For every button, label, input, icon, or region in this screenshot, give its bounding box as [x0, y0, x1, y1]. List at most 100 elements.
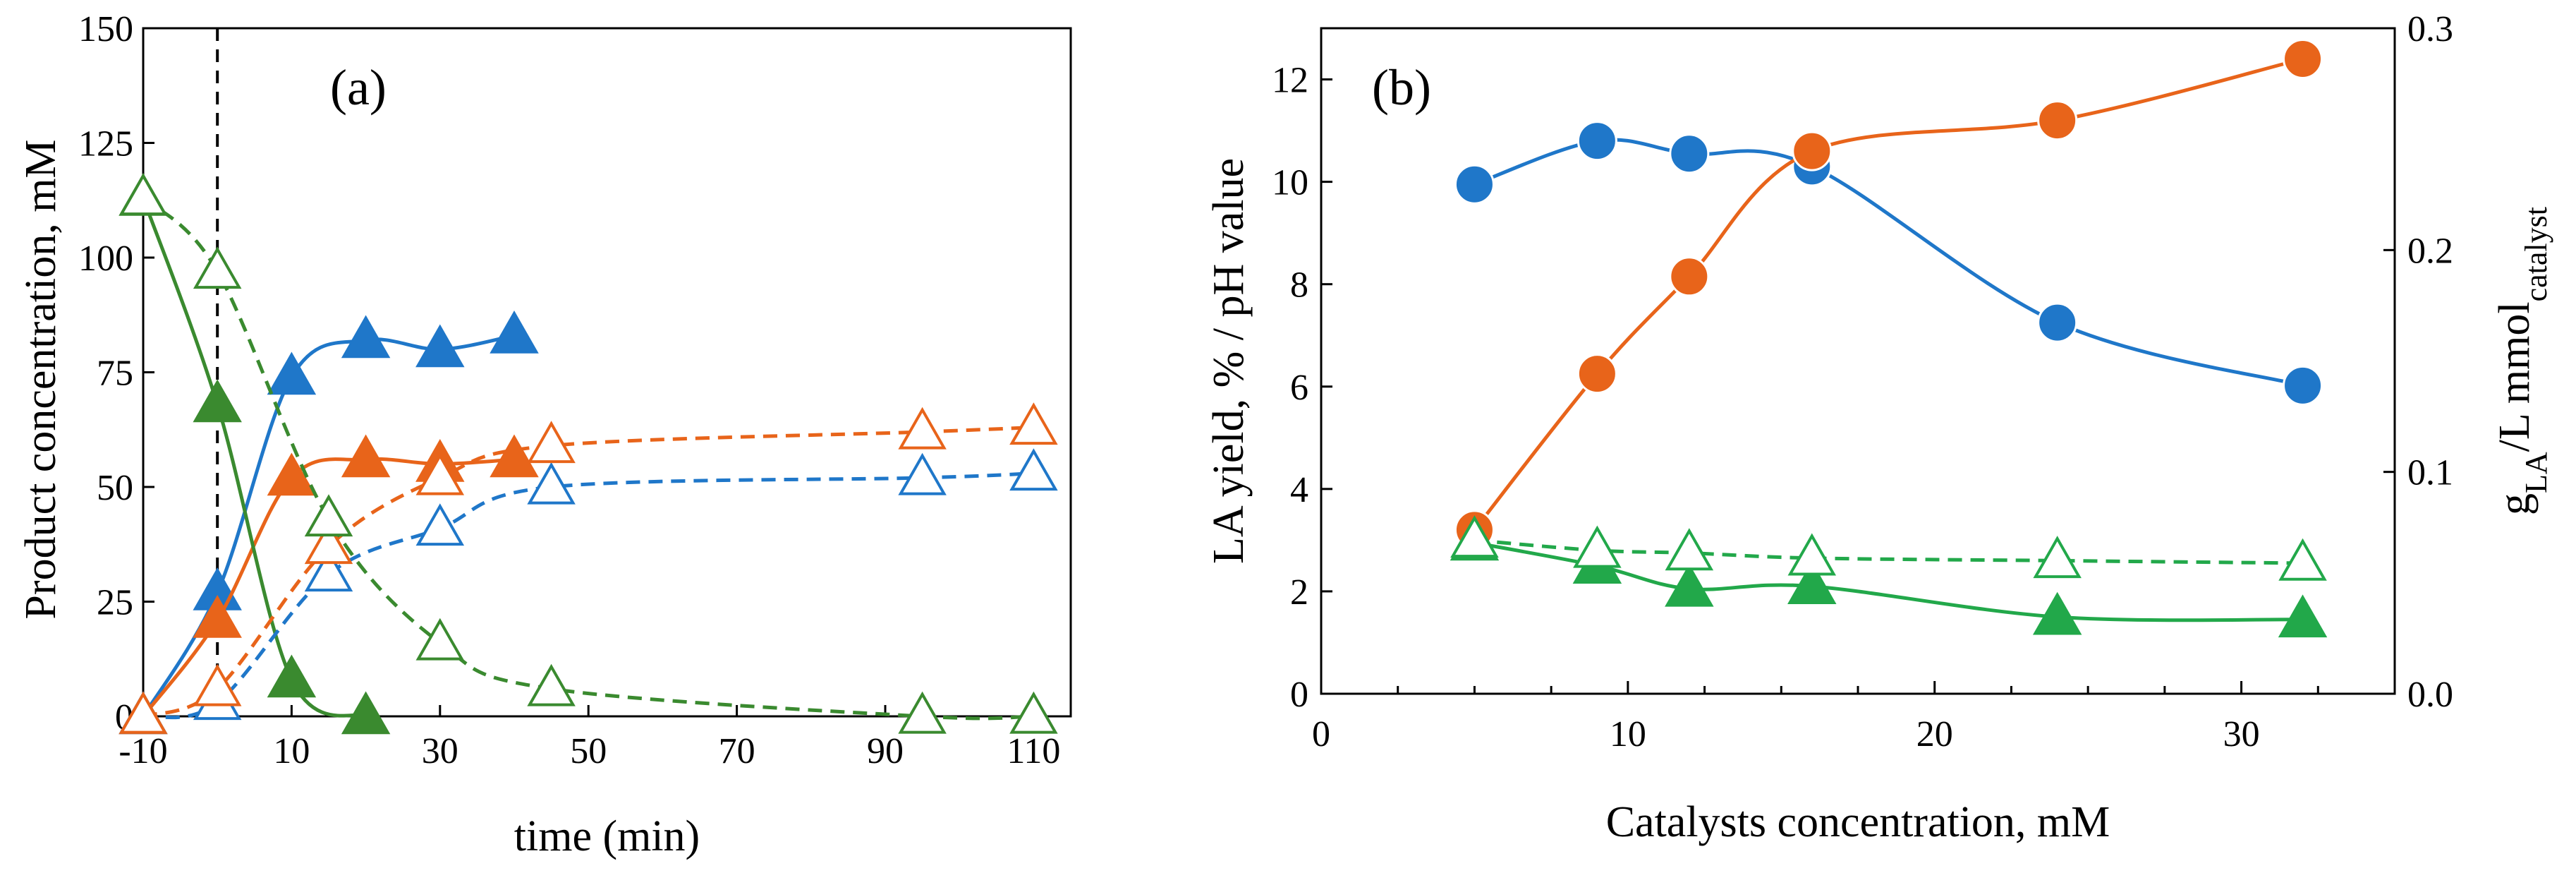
- panel-b-data-point: [2033, 536, 2082, 579]
- panel-b-y2-tick-label: 0.2: [2407, 231, 2453, 271]
- panel-a-data-point: [341, 315, 391, 359]
- panel-a-data-point: [193, 595, 242, 638]
- panel-a-data-point: [415, 503, 465, 546]
- panel-b-data-point: [1787, 561, 1837, 604]
- panel-a-data-point: [193, 663, 242, 706]
- panel-a-y-tick-label: 75: [97, 354, 133, 394]
- panel-b-data-point: [1576, 121, 1617, 162]
- panel-b-y2-tick-label: 0.0: [2407, 675, 2453, 715]
- panel-b-series-line-1: [1473, 57, 2304, 531]
- panel-b-y-tick-label: 10: [1272, 163, 1308, 203]
- panel-a-x-tick-label: 10: [273, 731, 310, 771]
- y2-title-mid: /L mmol: [2491, 301, 2539, 452]
- panel-b-axes: 0 2 4 6 8 10 12 0.0 0.1 0.2 0.3 0 10 20 30: [1272, 9, 2453, 754]
- panel-b-data-point: [1450, 515, 1499, 558]
- panel-a-data-point: [415, 452, 465, 495]
- panel-a-data-point: [341, 691, 391, 735]
- panel-a-data-point: [415, 618, 465, 661]
- panel-a-series: [119, 173, 1058, 735]
- panel-a-label: (a): [330, 59, 387, 116]
- panel-a-data-point: [415, 324, 465, 368]
- panel-a-x-tick-label: 30: [422, 731, 458, 771]
- panel-a-data-point: [341, 434, 391, 478]
- panel-a-x-axis-title: time (min): [514, 812, 700, 860]
- panel-a-data-point: [898, 452, 947, 495]
- panel-a-data-point: [1009, 691, 1058, 734]
- panel-b-x-axis-title: Catalysts concentration, mM: [1606, 798, 2110, 846]
- panel-b-data-point: [2032, 591, 2082, 635]
- panel-a-series-line-2: [141, 197, 367, 718]
- panel-a-data-point: [490, 434, 539, 478]
- panel-a-data-point: [527, 663, 576, 706]
- panel-a-data-point: [304, 494, 353, 537]
- panel-a-y-tick-label: 100: [78, 239, 133, 279]
- panel-a-data-point: [490, 311, 539, 354]
- panel-a-data-point: [119, 173, 168, 216]
- panel-b-y-tick-label: 12: [1272, 61, 1308, 101]
- panel-a-series-line-4: [142, 426, 1034, 718]
- panel-b-y-axis-title: LA yield, % / pH value: [1205, 158, 1253, 564]
- panel-b-y-tick-label: 4: [1290, 470, 1308, 510]
- panel-a-data-point: [1009, 402, 1058, 445]
- panel-b-y2-tick-label: 0.1: [2407, 453, 2453, 493]
- panel-b-secondary-y-axis-title: gLA/L mmolcatalyst: [2491, 207, 2553, 515]
- panel-a-y-tick-label: 125: [78, 124, 133, 164]
- panel-b-data-point: [2037, 302, 2078, 343]
- panel-b-data-point: [1573, 525, 1622, 568]
- panel-a-data-point: [304, 522, 353, 565]
- panel-b-x-tick-label: 0: [1312, 714, 1330, 754]
- panel-a-y-tick-label: 150: [78, 9, 133, 49]
- panel-b-data-point: [2278, 538, 2327, 581]
- panel-a-x-tick-label: 110: [1007, 731, 1060, 771]
- panel-a-data-point: [1009, 448, 1058, 491]
- panel-a-data-point: [527, 421, 576, 464]
- panel-a-x-tick-label: 70: [719, 731, 755, 771]
- panel-a-x-tick-label: 90: [867, 731, 904, 771]
- panel-b-x-tick-label: 20: [1916, 714, 1953, 754]
- panel-b-data-point: [1792, 131, 1833, 171]
- panel-b-series: [1450, 39, 2328, 638]
- panel-b-y-tick-label: 0: [1290, 675, 1308, 715]
- panel-a-data-point: [267, 351, 317, 395]
- panel-b-y-tick-label: 6: [1290, 368, 1308, 408]
- y2-title-main: g: [2491, 493, 2539, 515]
- panel-b-data-point: [1787, 533, 1837, 576]
- panel-a-y-tick-label: 25: [97, 583, 133, 623]
- panel-b-data-point: [1454, 164, 1495, 205]
- panel-a-y-tick-label: 50: [97, 468, 133, 508]
- panel-a-data-point: [267, 452, 317, 496]
- panel-b-x-tick-label: 10: [1610, 714, 1646, 754]
- panel-b-data-point: [1669, 256, 1710, 297]
- panel-a-x-tick-label: -10: [119, 731, 167, 771]
- panel-a-series-line-3: [142, 471, 1034, 720]
- panel-b-x-tick-label: 30: [2223, 714, 2260, 754]
- panel-a-x-tick-label: 50: [570, 731, 607, 771]
- panel-b-data-point: [2283, 39, 2323, 80]
- panel-a-data-point: [304, 549, 353, 592]
- panel-a-data-point: [898, 407, 947, 450]
- panel-a-data-point: [193, 379, 242, 423]
- panel-b-y-tick-label: 2: [1290, 572, 1308, 613]
- panel-b-data-point: [1669, 133, 1710, 174]
- panel-a-data-point: [267, 654, 317, 698]
- y2-title-sub2: catalyst: [2519, 207, 2553, 301]
- panel-b-data-point: [2283, 365, 2323, 406]
- panel-b-chart: 0 2 4 6 8 10 12 0.0 0.1 0.2 0.3 0 10 20 30 (b) Catalys…: [1205, 9, 2553, 846]
- panel-a-data-point: [527, 462, 576, 505]
- panel-a-data-point: [119, 691, 168, 734]
- panel-b-data-point: [2278, 594, 2328, 638]
- panel-b-data-point: [1576, 354, 1617, 395]
- y2-title-sub1: LA: [2519, 452, 2553, 493]
- panel-a-data-point: [193, 246, 242, 289]
- panel-a-y-axis-title: Product concentration, mM: [17, 139, 65, 619]
- panel-b-data-point: [2037, 100, 2078, 141]
- panel-b-data-point: [1665, 563, 1714, 607]
- panel-a-data-point: [898, 691, 947, 734]
- panel-b-y-tick-label: 8: [1290, 265, 1308, 306]
- panel-b-label: (b): [1372, 59, 1431, 116]
- panel-b-data-point: [1665, 528, 1714, 571]
- panel-b-y2-tick-label: 0.3: [2407, 9, 2453, 49]
